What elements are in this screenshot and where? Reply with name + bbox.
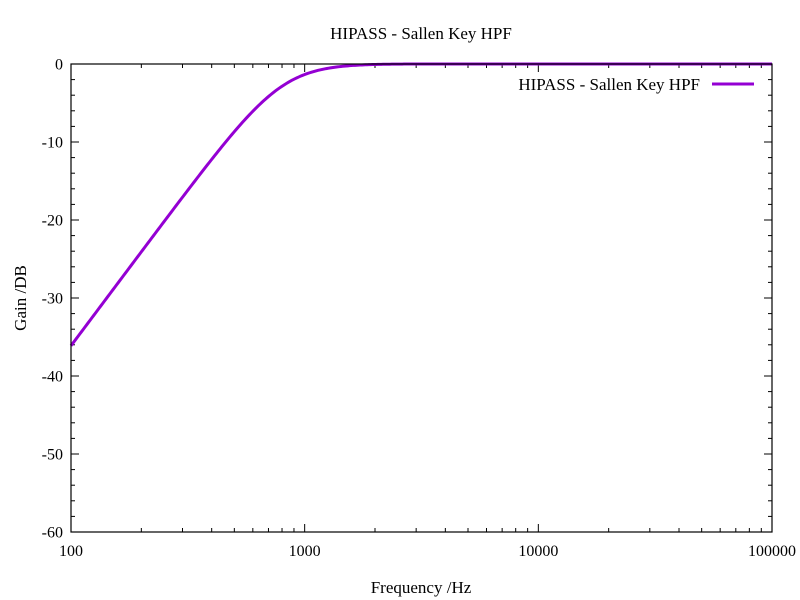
plot-frame: [70, 63, 773, 533]
y-tick-label: -10: [42, 135, 63, 152]
y-axis-label: Gain /DB: [11, 265, 30, 331]
y-tick-label: 0: [55, 57, 63, 74]
y-tick-label: -20: [42, 213, 63, 230]
x-tick-label: 100: [59, 543, 83, 560]
chart-title: HIPASS - Sallen Key HPF: [330, 24, 512, 43]
y-tick-label: -30: [42, 291, 63, 308]
y-tick-label: -50: [42, 447, 63, 464]
y-tick-label: -60: [42, 525, 63, 542]
x-tick-label: 100000: [748, 543, 796, 560]
x-axis-label: Frequency /Hz: [371, 578, 472, 597]
x-tick-label: 10000: [518, 543, 558, 560]
x-tick-label: 1000: [289, 543, 321, 560]
legend-label: HIPASS - Sallen Key HPF: [518, 75, 700, 94]
y-tick-label: -40: [42, 369, 63, 386]
legend: HIPASS - Sallen Key HPF: [518, 75, 754, 94]
